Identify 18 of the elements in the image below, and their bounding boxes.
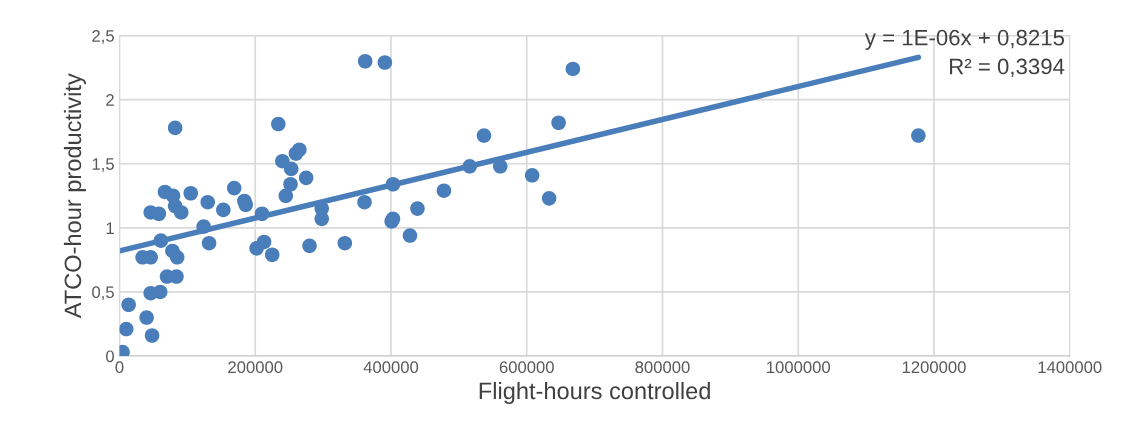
y-axis-title: ATCO-hour productivity — [63, 73, 86, 319]
x-tick-label: 1400000 — [1038, 361, 1102, 374]
y-tick-label: 0,5 — [92, 286, 114, 301]
x-tick-label: 600000 — [499, 361, 554, 374]
x-tick-label: 200000 — [228, 361, 283, 374]
y-tick-label: 0 — [106, 350, 114, 363]
x-axis-title: Flight-hours controlled — [479, 381, 710, 404]
y-tick-label: 1 — [106, 222, 114, 234]
x-tick-label: 1200000 — [902, 361, 966, 374]
x-tick-label: 0 — [115, 361, 124, 374]
y-tick-label: 2,5 — [92, 30, 114, 44]
x-tick-label: 800000 — [635, 361, 690, 374]
x-tick-label: 400000 — [363, 361, 419, 374]
annotation: R² = 0,3394 — [950, 58, 1065, 77]
y-tick-label: 1,5 — [92, 158, 114, 172]
x-tick-label: 1000000 — [767, 361, 831, 374]
annotation: y = 1E-06x + 0,8215 — [864, 29, 1065, 50]
y-tick-label: 2 — [106, 94, 114, 106]
